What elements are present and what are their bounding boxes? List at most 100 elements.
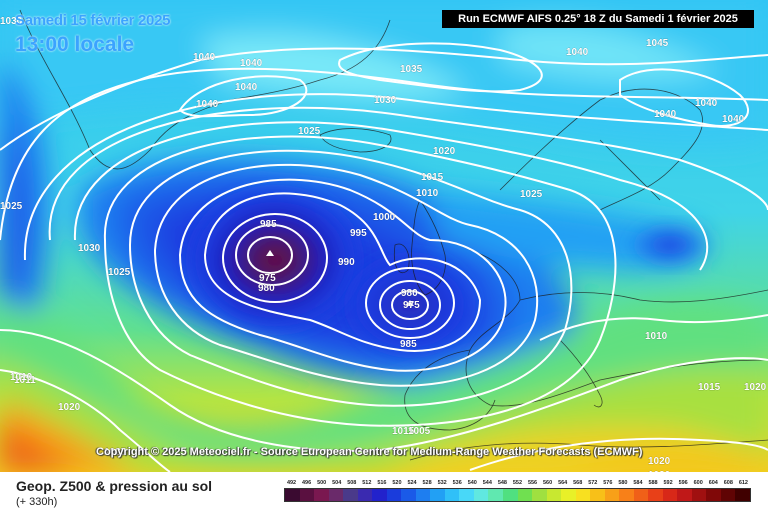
scale-swatch — [444, 489, 460, 501]
scale-swatch — [328, 489, 344, 501]
isobar-label: 1015 — [392, 426, 415, 437]
isobar-label: 1035 — [400, 64, 423, 75]
scale-tick-label: 600 — [693, 480, 703, 486]
scale-swatch — [706, 489, 721, 501]
scale-swatch — [619, 489, 634, 501]
scale-tick-label: 496 — [302, 480, 312, 486]
isobar-label: 1040 — [654, 109, 677, 120]
isobar-label: 980 — [258, 283, 275, 294]
run-info: Run ECMWF AIFS 0.25° 18 Z du Samedi 1 fé… — [442, 10, 754, 28]
scale-swatch — [401, 489, 416, 501]
scale-swatch — [691, 489, 707, 501]
forecast-date: Samedi 15 février 2025 — [15, 12, 171, 29]
color-scale-bar — [284, 488, 751, 502]
isobar-label: 1040 — [695, 98, 718, 109]
scale-tick-label: 520 — [392, 480, 402, 486]
isobar-label: 1015 — [698, 382, 721, 393]
forecast-local-time: 13:00 locale — [15, 33, 135, 56]
isobar-label: 995 — [350, 228, 367, 239]
isobar-label: 1025 — [104, 447, 127, 458]
scale-swatch — [299, 489, 315, 501]
scale-tick-label: 508 — [347, 480, 357, 486]
isobar-label: 975 — [259, 273, 276, 284]
scale-tick-label: 512 — [362, 480, 372, 486]
isobar-label: 1040 — [566, 47, 589, 58]
scale-swatch — [735, 489, 750, 501]
scale-tick-label: 528 — [422, 480, 432, 486]
isobar-label: 1005 — [408, 426, 431, 437]
scale-tick-label: 504 — [332, 480, 342, 486]
color-scale-legend: 492 496 500 504 508 512 516 520 524 528 532 536 540 5… — [284, 480, 751, 512]
isobar-label: 1030 — [78, 243, 101, 254]
scale-tick-label: 532 — [437, 480, 447, 486]
isobar-label: 1010 — [645, 331, 668, 342]
scale-swatch — [314, 489, 329, 501]
scale-tick-label: 552 — [512, 480, 523, 486]
isobar-label: 1025 — [104, 447, 127, 458]
scale-tick-label: 588 — [648, 480, 658, 486]
isobar-label: 1040 — [235, 82, 258, 93]
weather-map: 1030 1040 1040 1040 1040 1035 1030 1025 1020 1015… — [0, 0, 768, 472]
scale-tick-label: 572 — [588, 480, 598, 486]
scale-tick-label: 500 — [317, 480, 327, 486]
isobar-label: 1040 — [240, 58, 263, 69]
scale-tick-label: 560 — [543, 480, 553, 486]
scale-swatch — [677, 489, 692, 501]
isobar-label: 1010 — [416, 188, 439, 199]
scale-tick-label: 536 — [452, 480, 462, 486]
isobar-label: 1020 — [744, 382, 767, 393]
scale-swatch — [561, 489, 576, 501]
scale-tick-label: 576 — [603, 480, 613, 486]
scale-tick-label: 596 — [678, 480, 688, 486]
scale-swatch — [546, 489, 562, 501]
scale-swatch — [430, 489, 445, 501]
scale-swatch — [357, 489, 373, 501]
isobar-label: 980 — [401, 288, 418, 299]
isobar-label: 1020 — [58, 402, 81, 413]
isobar-label: 1020 — [648, 456, 671, 467]
isobar-label: 1045 — [646, 38, 669, 49]
field-title: Geop. Z500 & pression au sol — [16, 478, 213, 494]
scale-tick-label: 556 — [527, 480, 538, 486]
coastlines — [19, 9, 768, 461]
isobar-label: 985 — [260, 219, 277, 230]
isobar-labels: 1030 1040 1040 1040 1040 1035 1030 1025 1020 1015… — [0, 16, 767, 472]
isobar-label: 1011 — [14, 375, 36, 386]
scale-swatch — [343, 489, 358, 501]
scale-tick-label: 568 — [573, 480, 583, 486]
scale-tick-label: 544 — [482, 480, 492, 486]
scale-tick-label: 548 — [497, 480, 507, 486]
scale-tick-label: 492 — [286, 480, 297, 486]
scale-tick-label: 524 — [407, 480, 417, 486]
scale-tick-label: 540 — [467, 480, 477, 486]
scale-swatch — [285, 489, 300, 501]
isobar-label: 985 — [400, 339, 417, 350]
isobar-label: 1030 — [374, 95, 397, 106]
isobar-label: 1025 — [0, 201, 23, 212]
scale-swatch — [662, 489, 678, 501]
isobar-label: 1040 — [193, 52, 216, 63]
scale-swatch — [532, 489, 547, 501]
scale-tick-label: 608 — [723, 480, 733, 486]
low-center-markers — [266, 250, 414, 306]
scale-tick-label: 580 — [618, 480, 628, 486]
isobar-label: 1010 — [10, 372, 33, 383]
scale-swatch — [590, 489, 605, 501]
isobar-label: 1020 — [433, 146, 456, 157]
isobar-label: 975 — [403, 300, 420, 311]
color-scale-labels: 492 496 500 504 508 512 516 520 524 528 532 536 540 5… — [284, 480, 751, 486]
scale-swatch — [372, 489, 387, 501]
isobar-label: 1025 — [520, 189, 543, 200]
isobar-label: 1015 — [421, 172, 444, 183]
isobar-label: 990 — [338, 257, 355, 268]
scale-swatch — [648, 489, 663, 501]
isobar-label: 1000 — [373, 212, 396, 223]
isobar-label: 1030 — [0, 16, 23, 27]
copyright-notice: Copyright © 2025 Meteociel.fr - Source E… — [96, 446, 643, 458]
lead-time: (+ 330h) — [16, 496, 58, 508]
scale-swatch — [386, 489, 402, 501]
scale-swatch — [488, 489, 503, 501]
scale-swatch — [575, 489, 591, 501]
isobars — [0, 42, 768, 472]
